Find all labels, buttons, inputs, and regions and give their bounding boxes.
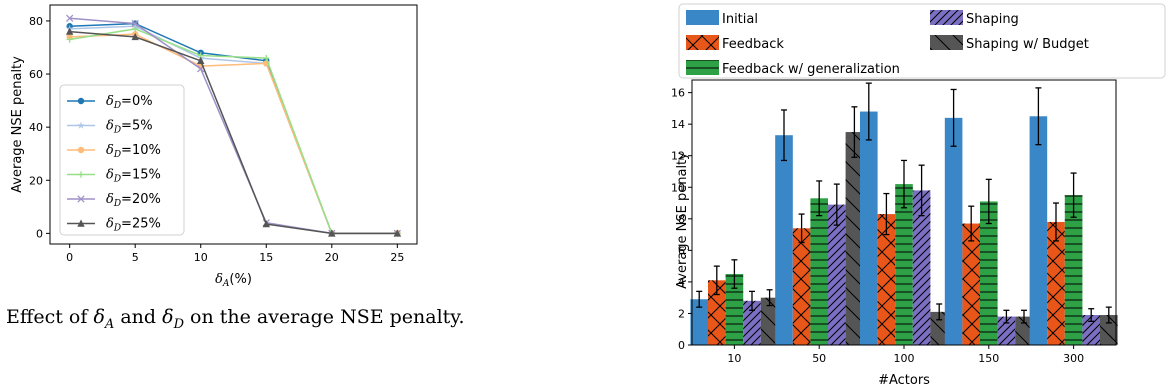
bar-0-1 bbox=[775, 135, 793, 345]
legend-box bbox=[678, 3, 1166, 79]
data-point-5-3 bbox=[262, 220, 270, 228]
y-tick-label-0: 0 bbox=[678, 339, 685, 352]
y-tick-label-8: 16 bbox=[671, 87, 685, 100]
legend-marker-4 bbox=[77, 195, 85, 203]
x-tick-label-1: 50 bbox=[812, 352, 826, 365]
data-point-4-1 bbox=[131, 19, 139, 28]
x-tick-label-1: 5 bbox=[132, 251, 139, 264]
y-tick-label-2: 40 bbox=[29, 121, 43, 134]
plot-frame bbox=[49, 4, 418, 245]
bar-hatch-1-2 bbox=[877, 214, 896, 345]
x-tick-label-0: 10 bbox=[727, 352, 741, 365]
data-point-5-4 bbox=[328, 229, 336, 237]
x-axis-label: #Actors bbox=[878, 373, 930, 388]
legend-marker-2 bbox=[77, 146, 85, 154]
bar-hatch-4-4 bbox=[1100, 315, 1118, 345]
bar-hatch-3-3 bbox=[997, 316, 1016, 345]
bar-hatch-1-4 bbox=[1047, 221, 1065, 345]
legend-marker-1 bbox=[77, 121, 85, 129]
legend-box bbox=[59, 84, 185, 236]
legend-label-3: δD=15% bbox=[106, 168, 161, 185]
legend-label-4: δD=20% bbox=[106, 192, 161, 209]
bar-0-2 bbox=[860, 111, 878, 345]
legend-swatch-hatch-2 bbox=[686, 60, 719, 75]
y-tick-label-3: 6 bbox=[678, 244, 685, 257]
x-tick-label-4: 20 bbox=[325, 251, 339, 264]
legend-swatch-0 bbox=[686, 10, 719, 25]
y-tick-label-4: 8 bbox=[678, 213, 685, 226]
legend-label-2: Feedback w/ generalization bbox=[722, 62, 900, 77]
legend: Initial Feedback Feedback w/ generalizatio… bbox=[678, 3, 1166, 79]
legend-swatch-hatch-3 bbox=[930, 10, 963, 25]
right-bar-chart: 10 50 100 150 300 0 2 4 6 8 10 12 14 16 #Actors Average… bbox=[671, 3, 1166, 388]
legend-label-4: Shaping w/ Budget bbox=[966, 37, 1089, 52]
legend-marker-5 bbox=[77, 219, 85, 227]
y-tick-label-5: 10 bbox=[671, 181, 685, 194]
x-tick-label-2: 100 bbox=[894, 352, 915, 365]
legend-swatch-hatch-4 bbox=[930, 35, 963, 50]
bar-hatch-4-1 bbox=[845, 132, 864, 345]
y-tick-label-1: 20 bbox=[29, 174, 43, 187]
bar-hatch-3-0 bbox=[743, 300, 761, 345]
y-tick-label-7: 14 bbox=[671, 118, 685, 131]
bar-0-3 bbox=[944, 117, 963, 345]
bar-0-4 bbox=[1029, 116, 1048, 346]
legend: δD=0% δD=5% δD=10% δD=15% δD=20% δD=25% bbox=[59, 84, 185, 236]
bar-hatch-4-0 bbox=[760, 297, 779, 345]
y-tick-label-3: 60 bbox=[29, 68, 43, 81]
bar-hatch-2-1 bbox=[810, 198, 828, 345]
x-tick-label-2: 10 bbox=[194, 251, 208, 264]
data-point-5-2 bbox=[197, 56, 205, 64]
x-tick-label-3: 15 bbox=[259, 251, 273, 264]
legend-label-1: δD=5% bbox=[106, 119, 153, 136]
y-axis-label: Average NSE penalty bbox=[675, 152, 690, 289]
data-point-3-1 bbox=[131, 25, 139, 33]
y-tick-label-6: 12 bbox=[671, 150, 685, 163]
bar-hatch-2-0 bbox=[725, 274, 744, 345]
legend-label-0: δD=0% bbox=[106, 94, 153, 111]
data-point-3-0 bbox=[66, 36, 73, 43]
y-tick-label-1: 2 bbox=[678, 307, 685, 320]
y-tick-label-4: 80 bbox=[29, 15, 43, 28]
legend-label-1: Feedback bbox=[722, 37, 784, 52]
plot-frame bbox=[691, 79, 1117, 346]
bar-0-0 bbox=[690, 299, 708, 345]
legend-swatch-hatch-1 bbox=[686, 35, 719, 50]
data-point-5-5 bbox=[393, 229, 402, 237]
y-axis-label: Average NSE penalty bbox=[10, 56, 25, 193]
legend-label-2: δD=10% bbox=[106, 143, 161, 160]
figure-caption: Effect of δA and δD on the average NSE p… bbox=[6, 306, 465, 332]
data-point-4-0 bbox=[66, 14, 74, 22]
bar-hatch-1-0 bbox=[708, 280, 726, 345]
x-tick-label-5: 25 bbox=[390, 251, 404, 264]
legend-label-0: Initial bbox=[722, 12, 758, 27]
bar-hatch-3-1 bbox=[828, 204, 846, 345]
x-tick-label-3: 150 bbox=[978, 352, 999, 365]
y-tick-label-0: 0 bbox=[36, 227, 43, 240]
bar-hatch-4-2 bbox=[930, 311, 948, 345]
bar-hatch-2-4 bbox=[1064, 195, 1083, 345]
bar-hatch-3-4 bbox=[1082, 315, 1100, 345]
y-tick-label-2: 4 bbox=[678, 276, 685, 289]
bar-hatch-3-2 bbox=[912, 190, 931, 345]
bar-hatch-1-1 bbox=[792, 228, 811, 345]
legend-marker-0 bbox=[77, 97, 85, 105]
series-line-5 bbox=[69, 30, 398, 235]
bar-hatch-1-3 bbox=[962, 223, 980, 345]
legend-label-5: δD=25% bbox=[106, 217, 161, 234]
legend-marker-3 bbox=[77, 171, 85, 178]
x-tick-label-4: 300 bbox=[1063, 352, 1084, 365]
data-point-5-0 bbox=[65, 27, 74, 35]
bar-hatch-2-3 bbox=[980, 201, 998, 345]
x-axis-label: δA(%) bbox=[215, 272, 252, 289]
x-tick-label-0: 0 bbox=[66, 251, 73, 264]
bar-hatch-4-3 bbox=[1015, 316, 1033, 345]
bar-hatch-2-2 bbox=[895, 184, 913, 345]
legend-label-3: Shaping bbox=[966, 12, 1019, 27]
data-point-5-1 bbox=[131, 32, 139, 41]
data-point-3-3 bbox=[263, 54, 270, 62]
left-line-chart: 0 5 10 15 20 25 0 20 40 60 80 δA(%) Average NSE pena… bbox=[10, 4, 418, 289]
